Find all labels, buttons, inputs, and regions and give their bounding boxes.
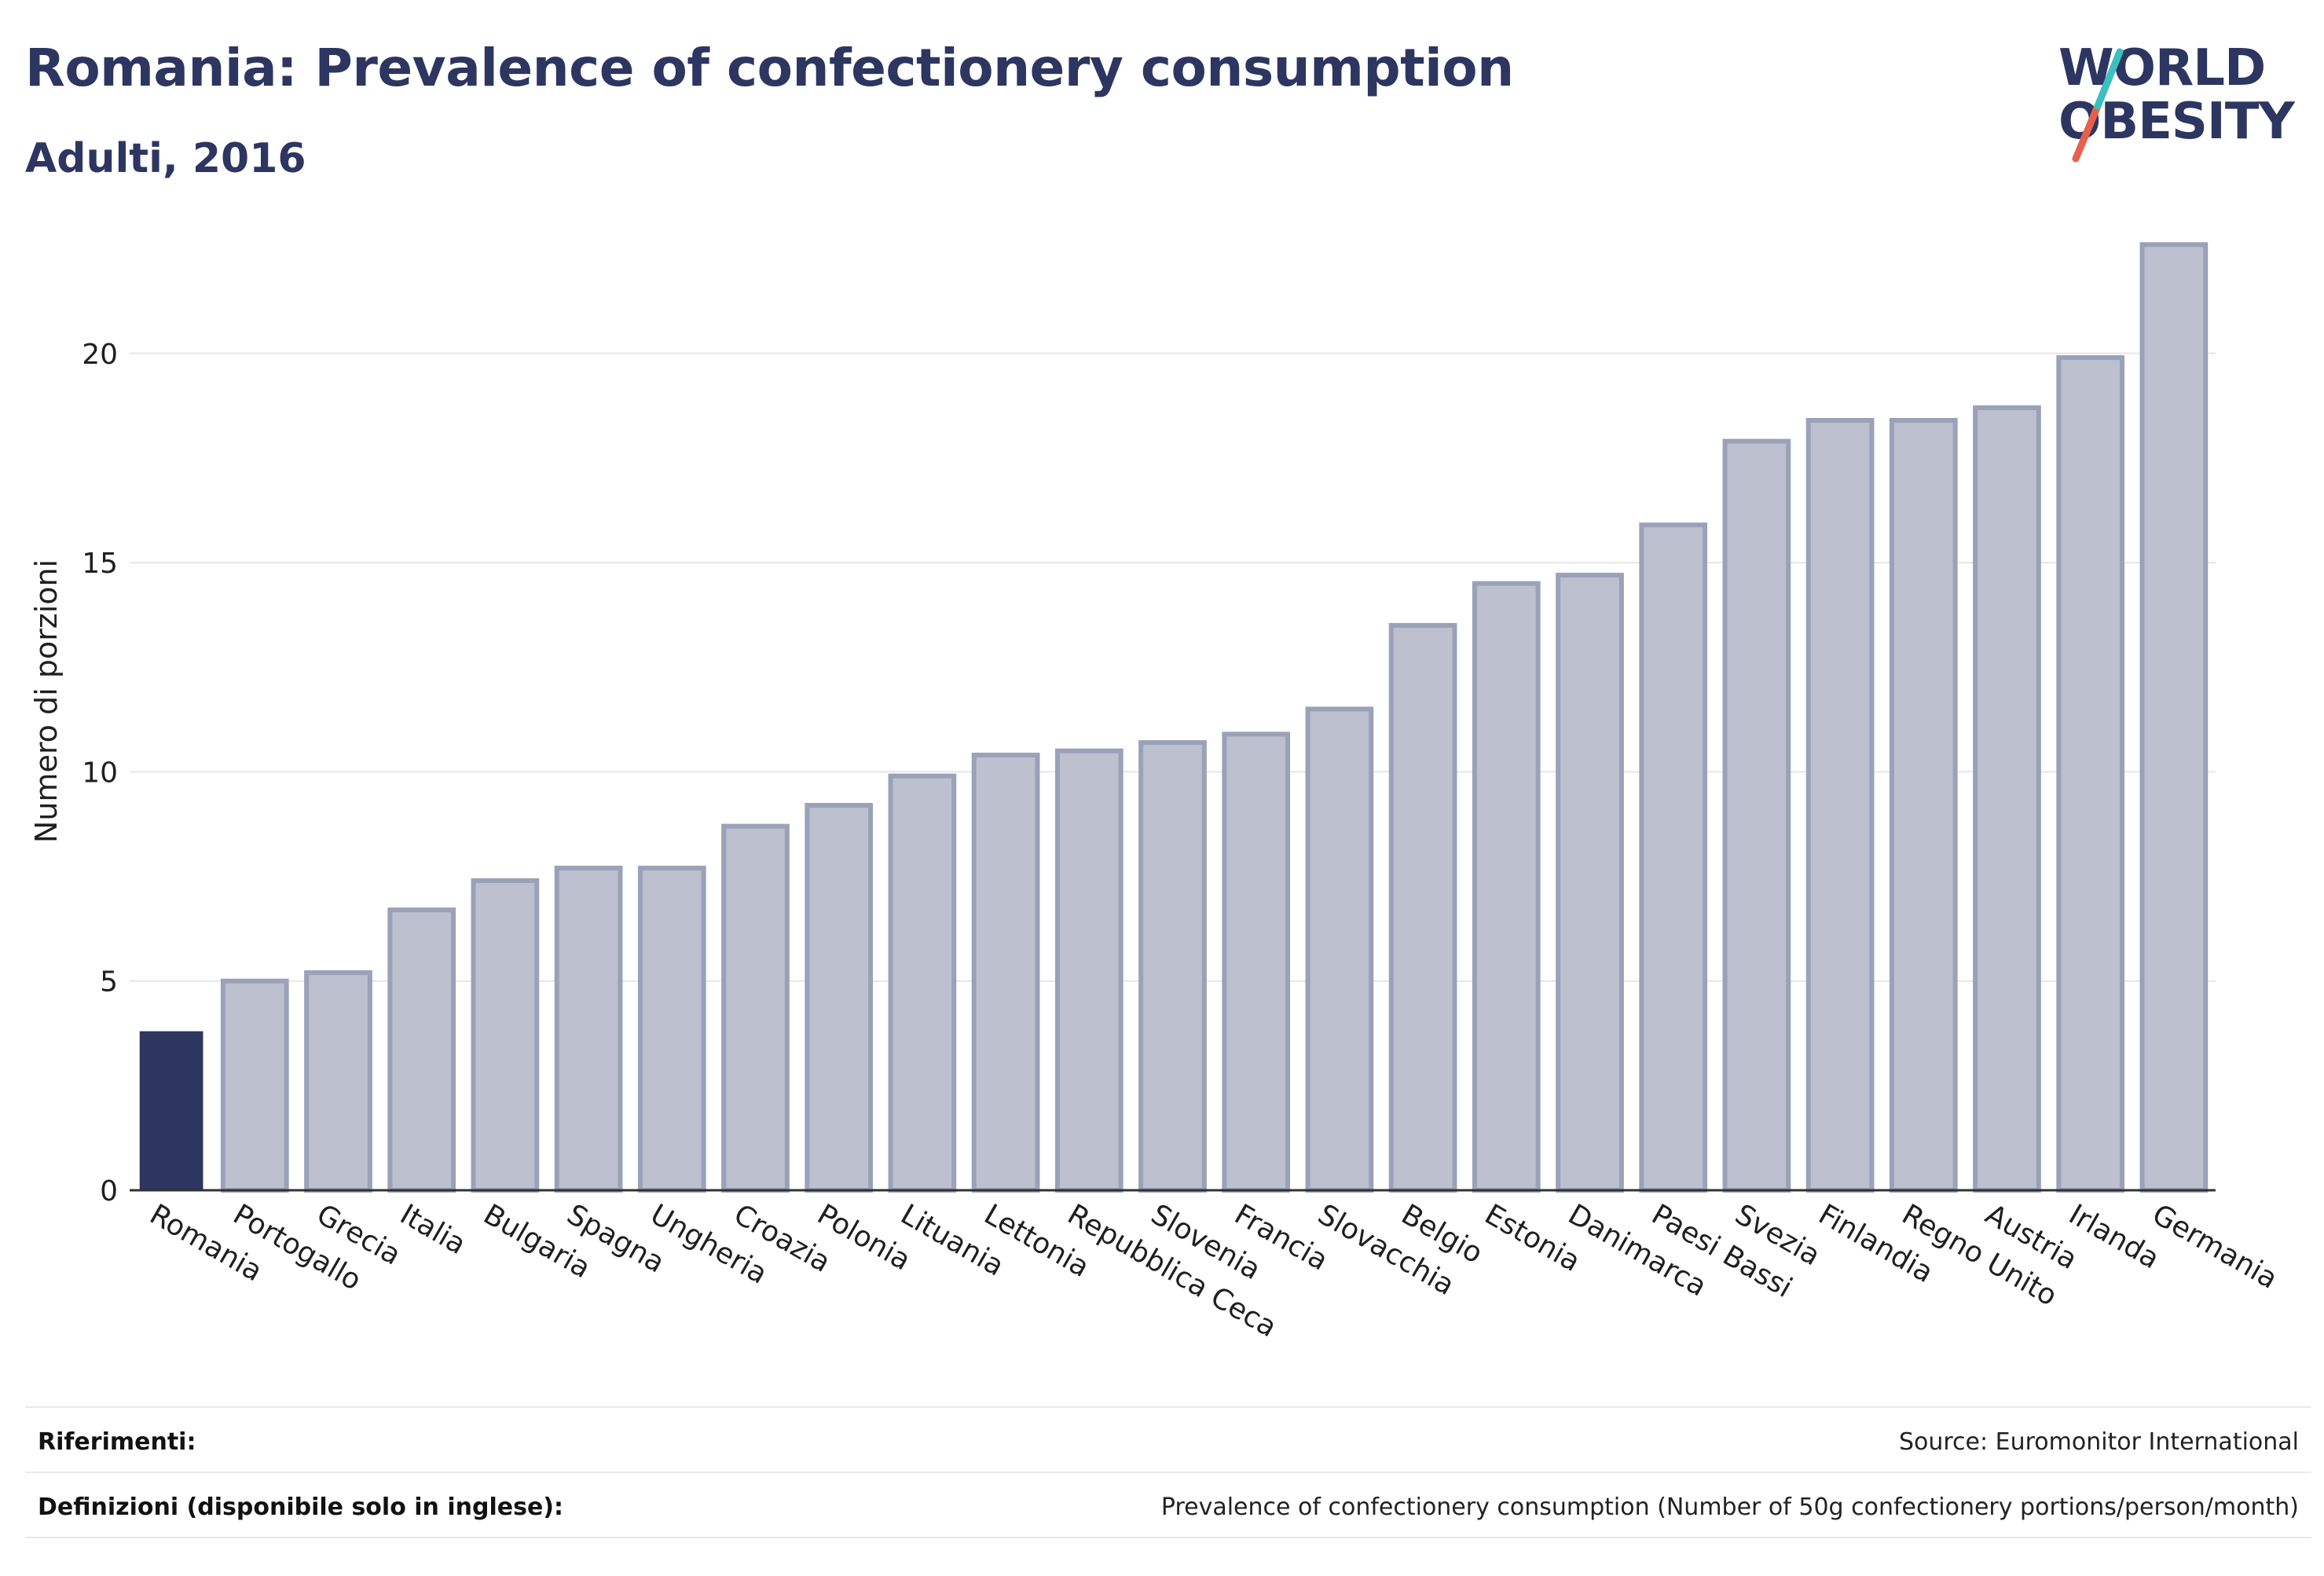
bars — [139, 242, 2209, 1193]
y-axis-title: Numero di porzioni — [29, 559, 64, 843]
y-tick-label: 10 — [82, 757, 118, 789]
x-tick-label: Estonia — [1479, 1198, 1585, 1278]
bar-bulgaria — [471, 878, 540, 1193]
bar-germania — [2139, 242, 2209, 1193]
y-tick-label: 20 — [82, 339, 118, 371]
footer-references: Riferimenti: Source: Euromonitor Interna… — [25, 1406, 2311, 1472]
bar-polonia — [805, 803, 874, 1193]
footer-divider — [25, 1537, 2311, 1538]
bar-regno-unito — [1889, 418, 1958, 1193]
bar-estonia — [1472, 581, 1541, 1193]
logo-slash-icon — [2072, 48, 2124, 163]
x-tick-label: Irlanda — [2063, 1198, 2165, 1275]
references-value: Source: Euromonitor International — [1898, 1428, 2299, 1456]
bar-italia — [387, 907, 456, 1193]
bar-repubblica-ceca — [1054, 748, 1124, 1193]
y-tick-label: 0 — [100, 1175, 118, 1208]
bar-ungheria — [637, 865, 706, 1193]
bar-romania — [139, 1031, 203, 1190]
bar-lituania — [888, 773, 957, 1193]
logo-text-world: WORLD — [2058, 39, 2266, 97]
bar-croazia — [721, 823, 790, 1193]
x-tick-label: Germania — [2146, 1198, 2282, 1296]
world-obesity-logo[interactable]: WORLD OBESITY — [2043, 24, 2310, 165]
y-tick-label: 15 — [82, 548, 118, 580]
bar-slovacchia — [1305, 706, 1374, 1193]
x-tick-label: Italia — [394, 1198, 471, 1261]
bar-portogallo — [220, 978, 289, 1193]
bar-grecia — [304, 970, 372, 1193]
bar-spagna — [554, 865, 623, 1193]
bar-svezia — [1722, 438, 1791, 1193]
bar-lettonia — [971, 753, 1040, 1193]
y-tick-label: 5 — [100, 966, 118, 999]
bar-paesi-bassi — [1639, 522, 1708, 1193]
bar-irlanda — [2056, 355, 2125, 1193]
bar-finlandia — [1805, 418, 1875, 1193]
bar-belgio — [1388, 622, 1457, 1193]
bar-slovenia — [1138, 740, 1207, 1193]
chart-subtitle: Adulti, 2016 — [25, 135, 306, 182]
bar-danimarca — [1556, 573, 1624, 1193]
chart-title: Romania: Prevalence of confectionery con… — [25, 38, 1514, 98]
definitions-value: Prevalence of confectionery consumption … — [1160, 1494, 2299, 1521]
logo-slash-coral — [2072, 102, 2102, 163]
footer-definitions: Definizioni (disponibile solo in inglese… — [25, 1472, 2311, 1538]
definitions-label: Definizioni (disponibile solo in inglese… — [38, 1494, 563, 1521]
bar-francia — [1222, 731, 1291, 1193]
references-label: Riferimenti: — [38, 1428, 196, 1456]
bar-austria — [1973, 405, 2041, 1193]
logo-slash-teal — [2094, 48, 2124, 110]
